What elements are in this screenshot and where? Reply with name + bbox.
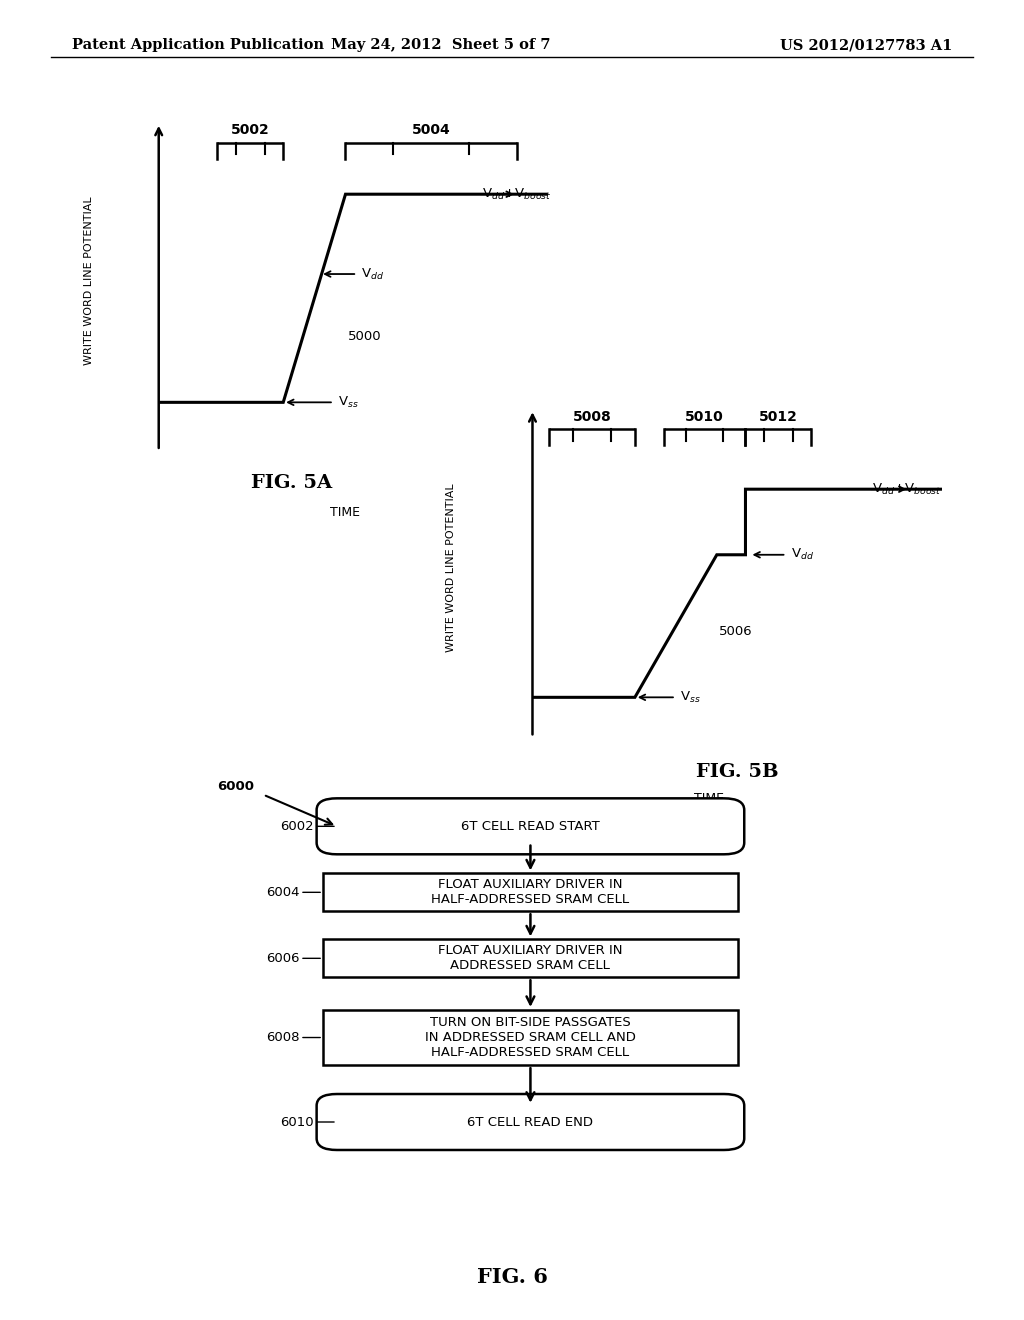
Text: V$_{ss}$: V$_{ss}$ [338,395,358,411]
Text: US 2012/0127783 A1: US 2012/0127783 A1 [780,38,952,53]
Text: 5004: 5004 [412,123,451,137]
Text: V$_{dd}$+V$_{boost}$: V$_{dd}$+V$_{boost}$ [481,186,551,202]
Text: 5002: 5002 [230,123,269,137]
Text: TIME: TIME [331,506,360,519]
Text: 5000: 5000 [347,330,381,343]
Text: WRITE WORD LINE POTENTIAL: WRITE WORD LINE POTENTIAL [84,197,93,366]
Text: 6006: 6006 [266,952,300,965]
Text: WRITE WORD LINE POTENTIAL: WRITE WORD LINE POTENTIAL [445,483,456,652]
Text: V$_{dd}$+V$_{boost}$: V$_{dd}$+V$_{boost}$ [872,482,942,496]
FancyBboxPatch shape [316,1094,744,1150]
Text: 6010: 6010 [281,1115,314,1129]
Text: FIG. 5A: FIG. 5A [251,474,333,492]
Text: TURN ON BIT-SIDE PASSGATES
IN ADDRESSED SRAM CELL AND
HALF-ADDRESSED SRAM CELL: TURN ON BIT-SIDE PASSGATES IN ADDRESSED … [425,1016,636,1059]
Text: FLOAT AUXILIARY DRIVER IN
HALF-ADDRESSED SRAM CELL: FLOAT AUXILIARY DRIVER IN HALF-ADDRESSED… [431,878,630,907]
Text: Patent Application Publication: Patent Application Publication [72,38,324,53]
Text: 5010: 5010 [685,409,724,424]
Text: V$_{ss}$: V$_{ss}$ [680,690,700,705]
Text: V$_{dd}$: V$_{dd}$ [791,548,813,562]
Text: 5008: 5008 [572,409,611,424]
Text: FIG. 6: FIG. 6 [476,1267,548,1287]
Text: FIG. 5B: FIG. 5B [696,763,778,781]
Bar [324,940,738,977]
Text: May 24, 2012  Sheet 5 of 7: May 24, 2012 Sheet 5 of 7 [331,38,550,53]
Text: 6T CELL READ START: 6T CELL READ START [461,820,600,833]
Bar [324,874,738,911]
Text: 6004: 6004 [266,886,300,899]
Bar [324,1010,738,1065]
Text: 5012: 5012 [759,409,798,424]
Text: V$_{dd}$: V$_{dd}$ [361,267,384,281]
Text: TIME: TIME [693,792,724,805]
Text: 5006: 5006 [719,626,753,639]
Text: 6002: 6002 [281,820,314,833]
Text: 6000: 6000 [217,780,254,793]
Text: 6008: 6008 [266,1031,300,1044]
Text: 6T CELL READ END: 6T CELL READ END [467,1115,594,1129]
FancyBboxPatch shape [316,799,744,854]
Text: FLOAT AUXILIARY DRIVER IN
ADDRESSED SRAM CELL: FLOAT AUXILIARY DRIVER IN ADDRESSED SRAM… [438,944,623,973]
